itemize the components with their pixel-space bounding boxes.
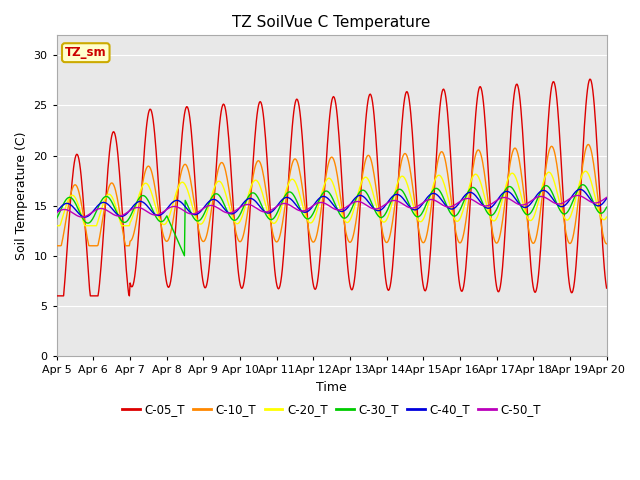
Text: TZ_sm: TZ_sm: [65, 46, 107, 59]
Y-axis label: Soil Temperature (C): Soil Temperature (C): [15, 132, 28, 260]
Title: TZ SoilVue C Temperature: TZ SoilVue C Temperature: [232, 15, 431, 30]
X-axis label: Time: Time: [316, 381, 347, 394]
Legend: C-05_T, C-10_T, C-20_T, C-30_T, C-40_T, C-50_T: C-05_T, C-10_T, C-20_T, C-30_T, C-40_T, …: [117, 398, 546, 420]
